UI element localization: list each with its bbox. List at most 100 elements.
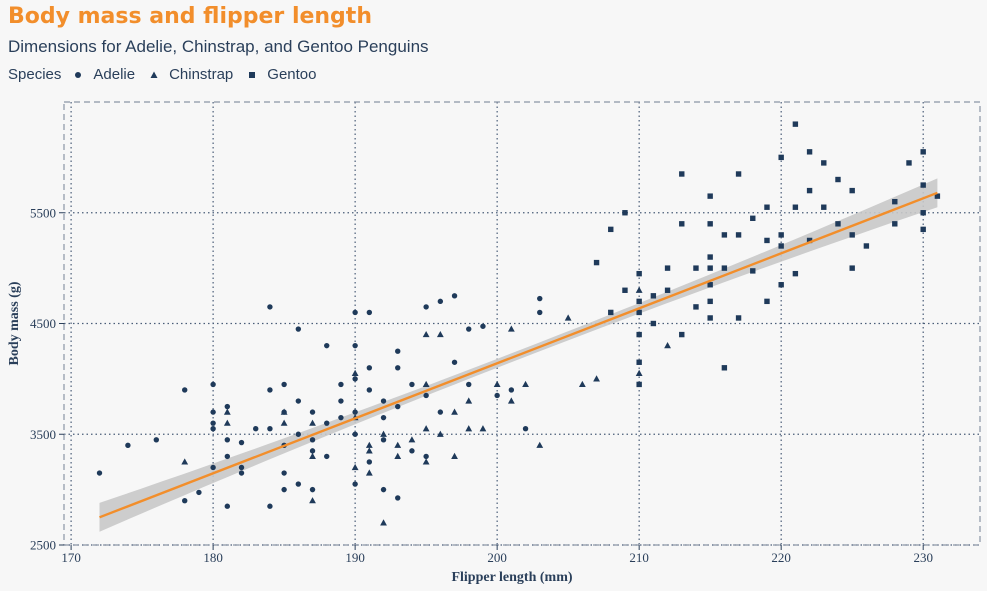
point-chinstrap (309, 497, 316, 504)
legend-item-chinstrap: Chinstrap (149, 66, 233, 83)
point-chinstrap (422, 425, 430, 432)
x-tick-label: 220 (771, 550, 791, 565)
point-adelie (295, 326, 302, 332)
point-adelie (395, 403, 401, 410)
point-gentoo (821, 160, 827, 166)
x-axis-label: Flipper length (mm) (451, 570, 572, 585)
legend-label-gentoo: Gentoo (267, 66, 317, 83)
point-adelie (437, 409, 444, 415)
point-adelie (295, 398, 302, 404)
legend-item-gentoo: Gentoo (247, 66, 317, 83)
point-gentoo (792, 270, 799, 277)
point-gentoo (821, 204, 827, 210)
point-adelie (295, 431, 302, 437)
point-adelie (224, 403, 231, 410)
point-gentoo (650, 293, 657, 299)
y-tick-label: 5500 (30, 205, 56, 220)
x-tick-label: 200 (487, 550, 507, 565)
legend-title: Species (8, 66, 62, 83)
point-gentoo (735, 315, 742, 321)
point-adelie (125, 442, 131, 449)
point-gentoo (636, 331, 642, 338)
point-chinstrap (493, 380, 501, 388)
point-adelie (522, 426, 529, 432)
point-adelie (238, 464, 245, 471)
point-adelie (281, 470, 287, 476)
legend-label-chinstrap: Chinstrap (169, 66, 234, 83)
point-adelie (451, 293, 458, 299)
point-gentoo (920, 182, 926, 188)
point-gentoo (849, 265, 855, 271)
point-adelie (309, 486, 316, 493)
point-chinstrap (351, 463, 359, 471)
point-gentoo (750, 268, 756, 274)
point-gentoo (707, 254, 713, 260)
point-adelie (338, 381, 344, 388)
point-adelie (153, 437, 160, 443)
point-gentoo (735, 232, 742, 238)
y-tick-label: 3500 (30, 427, 56, 442)
point-gentoo (906, 160, 912, 166)
point-gentoo (721, 265, 728, 271)
point-gentoo (707, 298, 713, 305)
x-tick-label: 210 (629, 550, 649, 565)
point-adelie (366, 459, 373, 465)
point-gentoo (622, 287, 628, 293)
point-chinstrap (309, 419, 316, 426)
point-gentoo (636, 270, 642, 277)
point-gentoo (636, 381, 642, 388)
point-gentoo (920, 149, 926, 155)
point-adelie (537, 309, 543, 316)
point-gentoo (664, 265, 671, 271)
point-gentoo (863, 243, 870, 249)
point-adelie (224, 437, 231, 443)
point-gentoo (792, 121, 799, 127)
point-chinstrap (309, 452, 316, 459)
point-chinstrap (436, 430, 444, 437)
y-tick-label: 4500 (30, 316, 56, 331)
point-chinstrap (635, 369, 643, 376)
point-chinstrap (451, 452, 458, 459)
point-chinstrap (365, 441, 373, 448)
point-gentoo (778, 154, 784, 161)
point-adelie (451, 359, 458, 365)
point-gentoo (806, 187, 813, 194)
point-adelie (210, 464, 216, 471)
point-gentoo (849, 187, 855, 194)
chart-title: Body mass and flipper length (8, 4, 372, 29)
point-gentoo (608, 226, 614, 233)
point-chinstrap (394, 441, 402, 448)
point-gentoo (707, 193, 713, 199)
point-adelie (352, 481, 358, 487)
point-adelie (238, 470, 245, 476)
point-chinstrap (451, 408, 458, 415)
point-chinstrap (422, 380, 430, 388)
square-marker-icon (249, 71, 256, 78)
point-chinstrap (422, 330, 430, 338)
point-adelie (210, 409, 216, 415)
point-adelie (352, 431, 358, 437)
point-gentoo (934, 193, 941, 199)
point-chinstrap (465, 425, 473, 432)
triangle-marker-icon (150, 71, 158, 78)
point-adelie (238, 439, 245, 446)
point-gentoo (778, 232, 784, 238)
point-gentoo (735, 171, 742, 177)
point-chinstrap (593, 375, 600, 382)
point-gentoo (721, 365, 728, 371)
legend-item-adelie: Adelie (73, 66, 135, 83)
point-adelie (380, 398, 387, 404)
point-adelie (508, 387, 515, 393)
point-adelie (380, 486, 387, 493)
point-adelie (267, 503, 273, 509)
point-gentoo (835, 221, 841, 227)
point-gentoo (806, 149, 813, 155)
point-adelie (267, 426, 273, 432)
point-chinstrap (465, 397, 473, 404)
point-chinstrap (223, 408, 231, 415)
point-adelie (324, 453, 330, 460)
point-adelie (380, 437, 387, 443)
point-adelie (395, 365, 401, 371)
point-chinstrap (635, 286, 643, 293)
